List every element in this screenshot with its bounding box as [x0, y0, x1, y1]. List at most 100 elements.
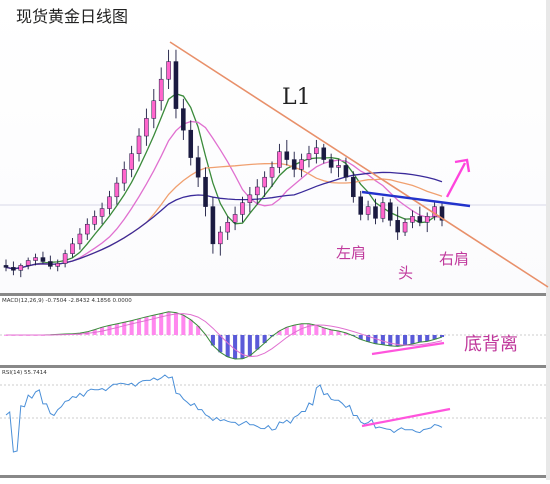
main-panel-bg — [0, 0, 550, 293]
candle — [107, 190, 112, 215]
rsi-label: RSI(14) 55.7414 — [2, 370, 47, 376]
candle — [336, 159, 341, 178]
macd-bar — [439, 335, 445, 338]
candle — [99, 202, 105, 225]
candle — [424, 212, 430, 233]
candle — [144, 108, 149, 146]
candle — [210, 196, 216, 254]
candle — [70, 237, 75, 258]
macd-signal-line — [6, 313, 443, 358]
macd-bar — [388, 335, 393, 346]
macd-bar — [336, 331, 341, 335]
macd-bar — [380, 335, 385, 345]
macd-bar — [225, 335, 230, 357]
macd-bar — [196, 325, 201, 335]
candles — [3, 49, 445, 278]
macd-bar — [299, 323, 304, 335]
candle — [417, 206, 423, 227]
macd-bar — [129, 320, 134, 335]
macd-bar — [210, 335, 215, 346]
macd-bar — [240, 335, 245, 359]
head-label: 头 — [398, 264, 413, 282]
candle — [25, 257, 31, 270]
candle — [291, 151, 297, 178]
macd-bar — [306, 323, 312, 335]
candle — [33, 253, 38, 266]
candle — [121, 161, 127, 191]
bottom-border — [0, 475, 550, 478]
candle — [254, 179, 260, 205]
candle — [402, 218, 408, 236]
candle — [373, 198, 378, 225]
macd-bar — [432, 335, 437, 340]
macd-bar — [144, 316, 149, 335]
separator-macd-rsi — [0, 365, 550, 368]
macd-bar — [218, 335, 223, 353]
macd-bar — [166, 311, 171, 335]
candle — [77, 228, 83, 250]
macd-bar — [262, 335, 267, 344]
bottom-divergence-label: 底背离 — [464, 334, 518, 355]
candle — [40, 251, 46, 264]
macd-bar — [284, 327, 289, 335]
chart-title: 现货黄金日线图 — [16, 7, 128, 26]
macd-bar — [321, 327, 326, 335]
rsi-divergence-line — [361, 407, 451, 428]
left-shoulder-label: 左肩 — [336, 244, 366, 262]
macd-bar — [410, 335, 415, 345]
candle — [55, 259, 61, 272]
candle — [136, 128, 142, 162]
candle — [299, 153, 304, 178]
candle — [11, 261, 16, 276]
macd-bar — [136, 318, 142, 335]
candle — [358, 190, 363, 221]
candle — [365, 200, 371, 221]
candle — [277, 143, 282, 174]
macd-bar — [255, 335, 260, 350]
ma-long-line — [5, 171, 443, 270]
candle — [240, 196, 245, 223]
candle — [3, 259, 9, 272]
candle — [284, 139, 290, 166]
candle — [218, 226, 223, 256]
candle — [395, 206, 400, 240]
macd-bar — [114, 323, 119, 335]
macd-bar — [292, 325, 297, 335]
candle — [351, 171, 356, 203]
candle — [62, 249, 68, 268]
candle — [129, 145, 134, 178]
candle — [48, 255, 53, 270]
candle — [410, 210, 415, 229]
candle — [321, 143, 327, 164]
macd-bar — [181, 315, 186, 335]
macd-bar — [122, 322, 127, 335]
candle — [203, 167, 208, 217]
macd-bar — [417, 335, 422, 343]
candle — [262, 171, 267, 197]
candle — [247, 187, 253, 213]
macd-label: MACD(12,26,9) -0.7504 -2.8432 4.1856 0.0… — [2, 298, 132, 304]
right-shoulder-label: 右肩 — [439, 250, 469, 268]
l1-label: L1 — [282, 85, 311, 110]
macd-divergence-line — [371, 341, 445, 356]
candle — [225, 216, 230, 240]
separator-main-macd — [0, 293, 550, 296]
candle — [269, 161, 275, 187]
candle — [439, 202, 445, 227]
macd-line — [6, 311, 443, 360]
breakout-arrow-icon — [445, 158, 471, 198]
neckline — [361, 190, 471, 208]
macd-bar — [247, 335, 252, 356]
macd-bar — [373, 335, 378, 344]
macd-bar — [343, 332, 348, 335]
macd-bar — [425, 335, 430, 342]
candle — [232, 206, 238, 231]
macd-bar — [395, 335, 400, 347]
macd-bar — [151, 315, 156, 335]
macd-bar — [314, 325, 319, 335]
macd-bar — [403, 335, 408, 346]
candle — [343, 157, 349, 182]
macd-bar — [233, 335, 238, 359]
